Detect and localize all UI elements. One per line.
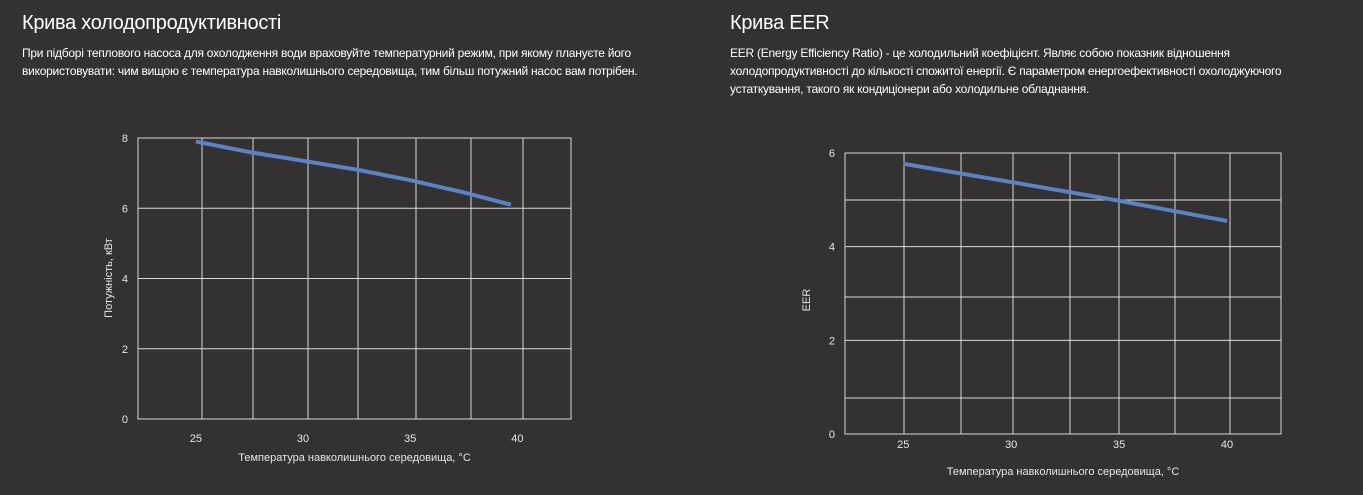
section-description: EER (Energy Efficiency Ratio) - це холод… <box>730 46 1282 96</box>
x-tick-label: 40 <box>1221 439 1233 451</box>
x-axis-label: Температура навколишнього середовища, °C <box>238 452 471 464</box>
section-title: Крива холодопродуктивності <box>22 12 282 34</box>
plot-border <box>844 152 1282 435</box>
x-tick-label: 35 <box>1113 439 1125 451</box>
y-tick-label: 6 <box>122 203 128 215</box>
x-tick-label: 40 <box>511 433 523 445</box>
x-axis-label: Температура навколишнього середовища, °C <box>947 466 1180 478</box>
y-tick-label: 6 <box>829 148 835 160</box>
y-tick-label: 4 <box>829 242 835 254</box>
x-tick-label: 35 <box>404 433 416 445</box>
y-tick-label: 8 <box>122 133 128 145</box>
series-line <box>902 161 1228 223</box>
y-tick-label: 0 <box>122 414 128 426</box>
y-axis-label: EER <box>801 289 813 312</box>
y-tick-label: 4 <box>122 274 128 286</box>
series-line <box>195 139 512 207</box>
section-description: При підборі теплового насоса для охолодж… <box>22 46 638 78</box>
x-tick-label: 30 <box>297 433 309 445</box>
y-tick-label: 2 <box>829 335 835 347</box>
y-tick-label: 2 <box>122 344 128 356</box>
section-title: Крива EER <box>730 12 830 34</box>
x-tick-label: 25 <box>190 433 202 445</box>
y-tick-label: 0 <box>829 429 835 441</box>
x-tick-label: 25 <box>897 439 909 451</box>
x-tick-label: 30 <box>1005 439 1017 451</box>
y-axis-label: Потужність, кВт <box>103 238 115 318</box>
